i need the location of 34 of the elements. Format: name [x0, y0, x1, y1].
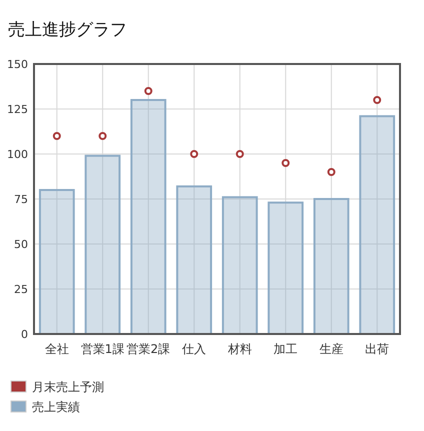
point [327, 168, 336, 176]
y-tick-label: 50 [14, 238, 28, 251]
x-tick-label: 生産 [319, 342, 344, 356]
bar [359, 115, 396, 335]
x-tick-label: 営業2課 [126, 342, 170, 356]
point [98, 132, 107, 140]
point [144, 87, 152, 95]
y-tick-label: 0 [21, 328, 28, 341]
y-tick-label: 150 [7, 58, 28, 71]
y-tick-label: 75 [14, 193, 28, 206]
bar [222, 196, 258, 335]
point [236, 150, 244, 158]
x-tick-label: 出荷 [365, 342, 390, 356]
legend-label: 売上実績 [32, 400, 80, 414]
x-tick-label: 全社 [44, 342, 69, 356]
bar [38, 189, 75, 335]
legend-label: 月末売上予測 [32, 380, 104, 394]
y-tick-label: 125 [7, 103, 28, 116]
x-tick-label: 仕入 [181, 342, 206, 356]
point [190, 150, 198, 158]
bar [313, 198, 350, 335]
point [373, 96, 382, 104]
bar [268, 202, 304, 335]
x-tick-label: 加工 [274, 342, 298, 356]
x-tick-label: 材料 [226, 342, 252, 356]
chart-title: 売上進捗グラフ [8, 20, 127, 40]
point [282, 159, 290, 167]
y-tick-label: 100 [7, 148, 28, 161]
point [52, 132, 61, 140]
y-tick-label: 25 [14, 283, 28, 296]
bar [130, 99, 166, 335]
bar [84, 154, 121, 335]
x-tick-label: 営業1課 [80, 342, 124, 356]
bar [176, 185, 212, 335]
